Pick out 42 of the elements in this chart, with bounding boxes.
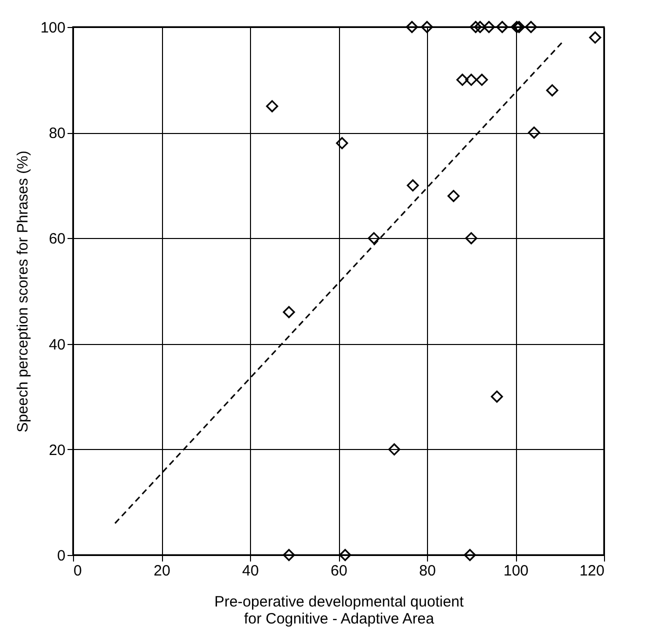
y-tick-label: 100	[40, 20, 66, 36]
point	[470, 20, 482, 34]
point	[476, 74, 488, 86]
y-tick-label: 80	[48, 125, 66, 142]
point	[465, 232, 478, 244]
point	[388, 443, 400, 456]
point	[448, 190, 460, 202]
point	[339, 548, 352, 562]
y-tick-label: 0	[57, 548, 66, 564]
point	[474, 20, 486, 34]
point	[282, 548, 295, 562]
x-tick-label: 100	[503, 562, 529, 580]
point	[266, 100, 278, 112]
x-tick-label: 120	[579, 562, 604, 580]
point	[490, 390, 503, 403]
point	[282, 306, 295, 318]
y-tick-label: 60	[48, 230, 66, 248]
point	[464, 548, 476, 562]
point	[368, 232, 380, 244]
x-tick-label: 20	[154, 562, 170, 580]
point	[496, 20, 508, 34]
point	[524, 20, 538, 34]
y-axis-title: Speech perception scores for Phrases (%)	[14, 150, 32, 432]
point	[456, 74, 468, 86]
point	[406, 179, 419, 192]
x-tick-label: 60	[330, 562, 348, 580]
point	[336, 137, 348, 150]
y-tick-label: 20	[48, 442, 66, 459]
x-tick-label: 80	[419, 562, 436, 580]
point	[420, 20, 434, 34]
y-tick-label: 40	[48, 336, 66, 354]
point	[406, 20, 418, 34]
point	[510, 20, 523, 34]
point	[465, 74, 478, 86]
x-tick-label: 40	[242, 562, 259, 580]
x-tick-label: 0	[74, 562, 82, 580]
point	[512, 20, 526, 34]
point	[482, 20, 495, 34]
point	[546, 84, 558, 96]
point	[528, 126, 540, 139]
x-axis-title: Pre-operative developmental quotient for Cognitive - Adaptive Area	[214, 594, 464, 628]
point	[589, 32, 602, 44]
